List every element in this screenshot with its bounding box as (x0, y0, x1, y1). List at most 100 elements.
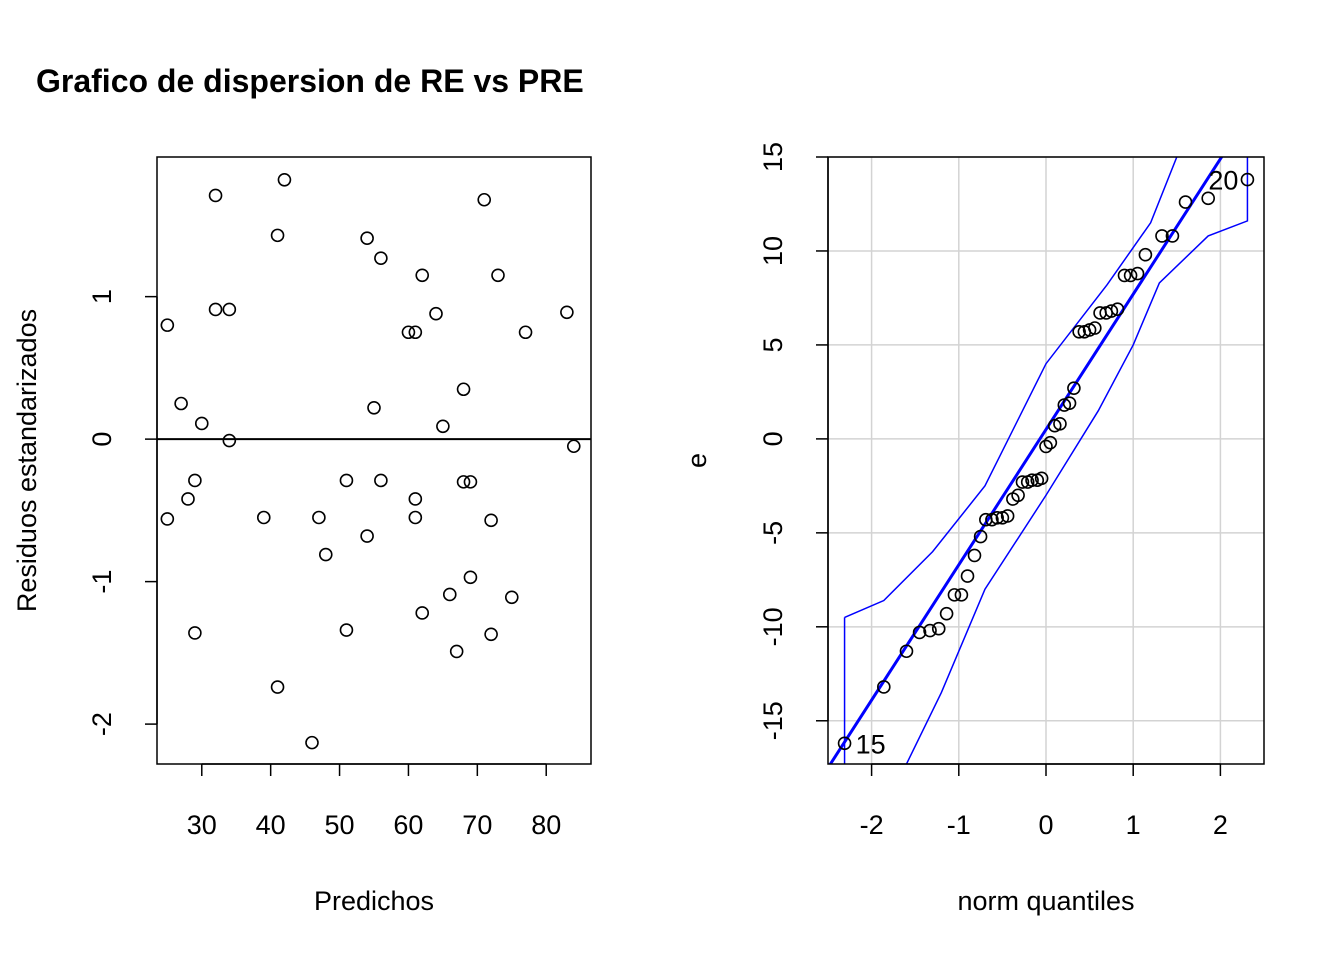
data-point (1072, 324, 1086, 339)
data-point (837, 736, 852, 751)
data-point (1053, 417, 1067, 431)
data-point (504, 590, 519, 605)
x-axis-label: Predichos (314, 886, 434, 916)
data-point (1039, 439, 1053, 454)
data-point (188, 626, 202, 640)
data-point (1000, 509, 1015, 523)
data-point (270, 680, 285, 694)
data-point (912, 625, 927, 640)
data-point (960, 569, 975, 583)
data-point (174, 396, 188, 411)
x-tick-label: 40 (256, 810, 286, 840)
x-tick-label: -1 (947, 810, 971, 840)
data-point (1178, 195, 1193, 209)
y-tick-label: 0 (758, 431, 788, 446)
data-point (222, 302, 237, 317)
data-point (967, 548, 982, 563)
y-tick-label: 15 (758, 142, 788, 172)
outlier-label: 15 (856, 729, 886, 759)
data-point (442, 587, 457, 602)
data-point (560, 305, 574, 320)
data-point (1067, 381, 1081, 395)
data-point (1088, 321, 1102, 335)
data-point (188, 473, 202, 488)
data-point (1165, 229, 1180, 243)
outlier-label: 20 (1208, 166, 1238, 196)
data-point (1015, 475, 1030, 489)
data-point (939, 606, 954, 621)
data-point (973, 529, 988, 544)
data-point (1034, 471, 1049, 486)
data-point (1130, 266, 1145, 281)
data-point (401, 325, 416, 340)
data-point (222, 433, 237, 448)
data-point (1240, 172, 1255, 187)
data-point (463, 475, 478, 489)
data-point (518, 325, 533, 340)
data-point (954, 588, 969, 602)
x-tick-label: 2 (1213, 810, 1228, 840)
y-axis-label: e (682, 453, 712, 468)
data-point (415, 268, 430, 283)
y-tick-label: -5 (758, 521, 788, 545)
data-point (318, 547, 333, 562)
data-point (566, 439, 581, 454)
data-point (923, 623, 937, 638)
x-tick-label: 30 (187, 810, 217, 840)
y-tick-label: -10 (758, 607, 788, 646)
y-tick-label: -15 (758, 701, 788, 740)
data-point (463, 570, 478, 585)
y-tick-label: 10 (758, 236, 788, 266)
data-point (367, 400, 381, 415)
data-point (1138, 247, 1153, 262)
data-point (449, 644, 464, 659)
data-point (374, 251, 388, 265)
confidence-envelope-lower (905, 157, 1249, 764)
data-point (1043, 435, 1058, 450)
data-point (1011, 488, 1025, 503)
data-point (931, 621, 946, 636)
confidence-envelope-upper (844, 157, 1178, 619)
data-point (277, 172, 292, 187)
data-point (374, 473, 388, 488)
data-point (181, 492, 195, 506)
data-point (270, 228, 285, 243)
data-point (339, 623, 354, 637)
data-point (305, 735, 319, 750)
data-point (990, 511, 1004, 525)
data-point (429, 306, 443, 321)
data-point (477, 192, 492, 207)
residuals-scatter-panel: Grafico de dispersion de RE vs PRE 30 40 5… (12, 63, 592, 916)
data-point (1201, 191, 1215, 206)
data-point (484, 513, 498, 528)
x-tick-label: 50 (325, 810, 355, 840)
data-point (1062, 396, 1077, 410)
data-point (408, 510, 423, 525)
data-point (1155, 229, 1169, 243)
x-tick-label: -2 (860, 810, 884, 840)
data-point (877, 680, 891, 694)
data-point (208, 302, 223, 317)
data-point (456, 475, 471, 489)
data-point (1117, 268, 1132, 283)
data-point (360, 231, 374, 246)
data-point (360, 529, 374, 543)
y-tick-label: 1 (87, 289, 117, 304)
data-point (1025, 473, 1039, 488)
y-tick-label: 5 (758, 337, 788, 352)
x-tick-label: 0 (1038, 810, 1053, 840)
data-point (208, 188, 223, 203)
x-tick-label: 80 (531, 810, 561, 840)
data-point (1104, 304, 1119, 318)
y-tick-label: 0 (87, 432, 117, 447)
y-axis-label: Residuos estandarizados (12, 309, 42, 612)
data-point (408, 325, 423, 340)
y-tick-label: -2 (87, 712, 117, 736)
data-point (339, 473, 354, 488)
data-point (899, 644, 914, 659)
x-tick-label: 70 (462, 810, 492, 840)
y-tick-label: -1 (87, 570, 117, 594)
data-point (160, 318, 175, 332)
